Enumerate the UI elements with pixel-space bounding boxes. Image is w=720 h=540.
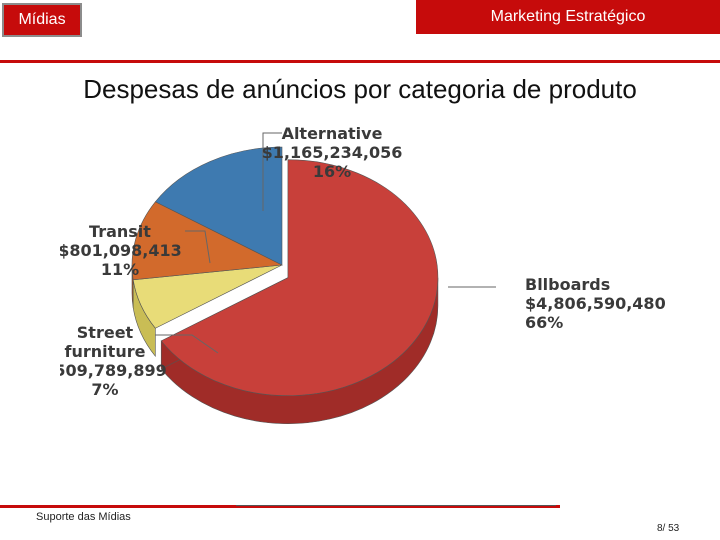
data-label-name: Bllboards — [525, 275, 610, 294]
pie-slice-billboards — [160, 159, 439, 396]
section-tag: Mídias — [2, 3, 82, 37]
data-label-percent: 16% — [313, 162, 351, 181]
pie-slice-alternative — [154, 146, 283, 266]
data-label-percent: 11% — [101, 260, 139, 279]
data-label-amount: $509,789,899 — [60, 361, 167, 380]
data-label-name: furniture — [65, 342, 146, 361]
data-label-amount: $801,098,413 — [60, 241, 182, 260]
leader-line-transit — [185, 230, 211, 264]
leader-line-street-furniture — [155, 334, 219, 354]
footer-divider — [0, 505, 560, 508]
footer-divider-thin — [236, 505, 556, 506]
data-label-name: Transit — [89, 222, 151, 241]
slide-title: Despesas de anúncios por categoria de pr… — [83, 74, 637, 104]
footer-text: Suporte das Mídias — [36, 511, 131, 523]
header-divider — [0, 60, 720, 63]
data-label-name: Alternative — [282, 124, 383, 143]
data-label-percent: 66% — [525, 313, 563, 332]
data-label-name: Street — [77, 323, 134, 342]
data-label-amount: $4,806,590,480 — [525, 294, 666, 313]
data-label-percent: 7% — [91, 380, 118, 399]
data-label-amount: $1,165,234,056 — [262, 143, 403, 162]
course-title: Marketing Estratégico — [416, 0, 720, 34]
leader-line-alternative — [262, 132, 282, 211]
page-number: 8/ 53 — [657, 523, 680, 534]
